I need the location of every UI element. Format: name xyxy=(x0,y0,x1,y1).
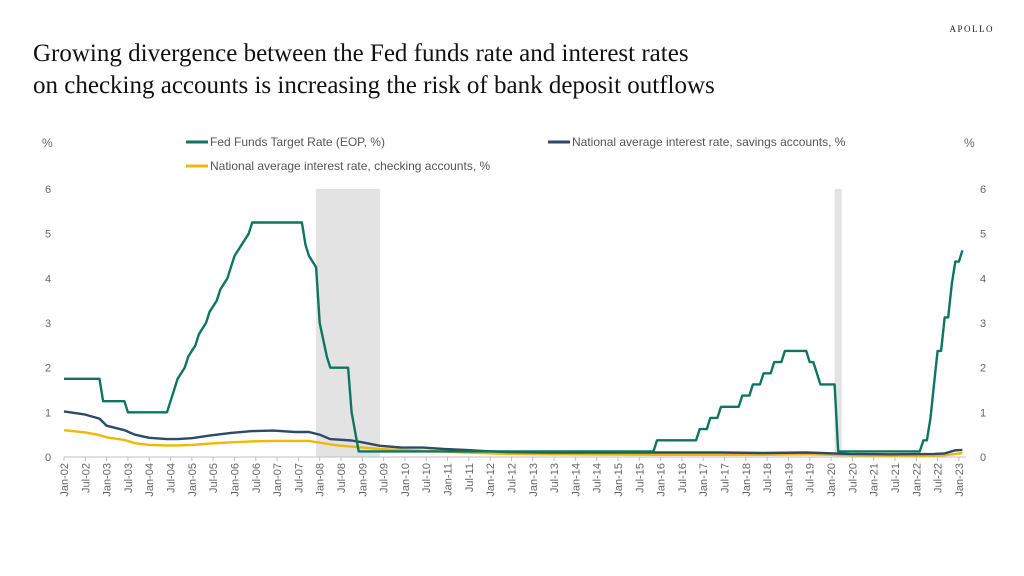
x-tick-Jan-22: Jan-22 xyxy=(911,463,923,497)
x-tick-Jan-11: Jan-11 xyxy=(443,463,455,496)
x-tick-Jul-03: Jul-03 xyxy=(123,463,135,493)
x-tick-Jan-14: Jan-14 xyxy=(570,463,582,497)
y-tick-right-0: 0 xyxy=(980,452,986,464)
y-tick-left-5: 5 xyxy=(45,229,51,241)
x-tick-Jul-21: Jul-21 xyxy=(890,463,902,493)
x-tick-Jul-19: Jul-19 xyxy=(805,463,817,493)
x-tick-Jul-02: Jul-02 xyxy=(80,463,92,493)
x-tick-Jan-07: Jan-07 xyxy=(272,463,284,497)
series-line-0 xyxy=(64,221,964,453)
x-tick-Jan-12: Jan-12 xyxy=(485,463,497,497)
x-tick-Jul-14: Jul-14 xyxy=(592,463,604,493)
x-tick-Jul-05: Jul-05 xyxy=(208,463,220,493)
x-tick-Jul-18: Jul-18 xyxy=(762,463,774,493)
legend-label-2: National average interest rate, checking… xyxy=(210,159,490,173)
y-tick-right-5: 5 xyxy=(980,229,986,241)
x-tick-Jan-15: Jan-15 xyxy=(613,463,625,497)
x-tick-Jan-05: Jan-05 xyxy=(187,463,199,497)
x-tick-Jan-03: Jan-03 xyxy=(102,463,114,497)
x-tick-Jul-04: Jul-04 xyxy=(166,463,178,493)
x-tick-Jul-10: Jul-10 xyxy=(421,463,433,493)
x-tick-Jul-22: Jul-22 xyxy=(933,463,945,493)
brand-logo: APOLLO xyxy=(949,24,994,34)
x-tick-Jul-12: Jul-12 xyxy=(506,463,518,493)
x-tick-Jul-08: Jul-08 xyxy=(336,463,348,493)
recession-band-0 xyxy=(316,189,381,457)
title-line-2: on checking accounts is increasing the r… xyxy=(33,72,715,99)
title-line-1: Growing divergence between the Fed funds… xyxy=(33,40,689,67)
y-tick-right-2: 2 xyxy=(980,363,986,375)
x-tick-Jan-10: Jan-10 xyxy=(400,463,412,497)
x-tick-Jan-09: Jan-09 xyxy=(357,463,369,497)
series-line-2 xyxy=(63,429,963,457)
x-tick-Jul-17: Jul-17 xyxy=(720,463,732,493)
x-tick-Jan-02: Jan-02 xyxy=(59,463,71,497)
legend: Fed Funds Target Rate (EOP, %) National a… xyxy=(186,135,846,173)
series-line-1 xyxy=(63,410,963,456)
series-lines xyxy=(63,221,964,457)
chart-title: Growing divergence between the Fed funds… xyxy=(33,38,715,102)
y-axis-unit-left: % xyxy=(42,136,53,150)
y-tick-right-3: 3 xyxy=(980,318,986,330)
y-tick-left-1: 1 xyxy=(45,407,51,419)
x-tick-labels: Jan-02 Jul-02 Jan-03 Jul-03 Jan-04 Jul-04 Jan-… xyxy=(59,457,966,497)
x-tick-Jan-13: Jan-13 xyxy=(528,463,540,497)
y-tick-right-6: 6 xyxy=(980,184,986,196)
x-tick-Jan-23: Jan-23 xyxy=(954,463,966,497)
x-tick-Jul-09: Jul-09 xyxy=(379,463,391,493)
axes: % % xyxy=(42,136,975,458)
x-tick-Jul-13: Jul-13 xyxy=(549,463,561,493)
legend-label-1: National average interest rate, savings … xyxy=(572,135,846,149)
y-tick-right-1: 1 xyxy=(980,407,986,419)
y-tick-left-2: 2 xyxy=(45,363,51,375)
recession-shading xyxy=(316,189,842,457)
y-tick-labels: 0 0 1 1 2 2 3 3 4 4 5 5 6 6 xyxy=(45,184,986,464)
x-tick-Jul-06: Jul-06 xyxy=(251,463,263,493)
x-tick-Jan-16: Jan-16 xyxy=(656,463,668,497)
x-tick-Jan-18: Jan-18 xyxy=(741,463,753,497)
x-tick-Jan-19: Jan-19 xyxy=(783,463,795,497)
x-tick-Jan-20: Jan-20 xyxy=(826,463,838,497)
x-tick-Jan-17: Jan-17 xyxy=(698,463,710,497)
y-tick-left-6: 6 xyxy=(45,184,51,196)
x-tick-Jul-07: Jul-07 xyxy=(293,463,305,493)
x-tick-Jan-04: Jan-04 xyxy=(144,463,156,497)
recession-band-1 xyxy=(834,189,842,457)
x-tick-Jul-20: Jul-20 xyxy=(847,463,859,493)
y-tick-left-4: 4 xyxy=(45,273,51,285)
legend-label-0: Fed Funds Target Rate (EOP, %) xyxy=(210,135,385,149)
x-tick-Jan-21: Jan-21 xyxy=(869,463,881,497)
x-tick-Jul-15: Jul-15 xyxy=(634,463,646,493)
y-axis-unit-right: % xyxy=(964,136,975,150)
x-tick-Jan-08: Jan-08 xyxy=(315,463,327,497)
y-tick-right-4: 4 xyxy=(980,273,986,285)
y-tick-left-3: 3 xyxy=(45,318,51,330)
x-tick-Jan-06: Jan-06 xyxy=(229,463,241,497)
x-tick-Jul-16: Jul-16 xyxy=(677,463,689,493)
x-tick-Jul-11: Jul-11 xyxy=(464,463,476,492)
y-tick-left-0: 0 xyxy=(45,452,51,464)
